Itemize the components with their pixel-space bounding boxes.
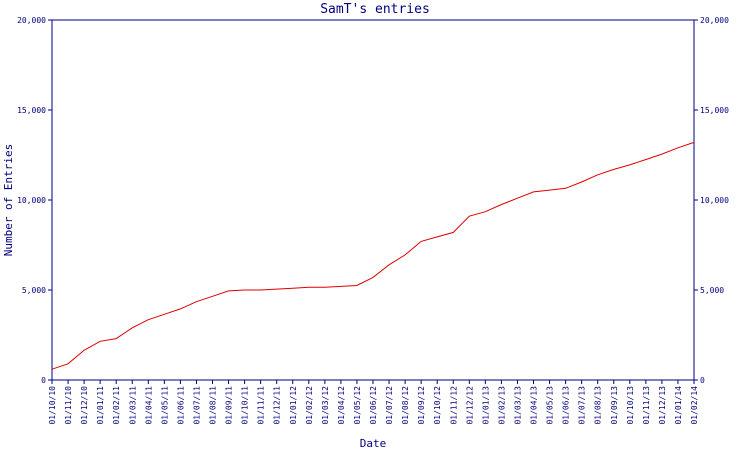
y-tick-label-right: 5,000 (700, 286, 724, 295)
x-tick-label: 01/02/12 (305, 386, 314, 425)
y-axis-left: 0 5,000 10,000 15,000 20,000 (17, 16, 52, 385)
y-tick-label-left: 0 (41, 376, 46, 385)
x-tick-label: 01/10/13 (626, 386, 635, 425)
x-tick-label: 01/04/11 (144, 386, 153, 425)
x-tick-label: 01/01/13 (481, 386, 490, 425)
chart-title: SamT's entries (320, 2, 430, 17)
x-tick-label: 01/09/12 (417, 386, 426, 425)
y-tick-label-right: 0 (700, 376, 705, 385)
x-tick-label: 01/12/13 (658, 386, 667, 425)
x-tick-label: 01/01/11 (96, 386, 105, 425)
x-tick-label: 01/07/12 (385, 386, 394, 425)
x-tick-label: 01/09/11 (225, 386, 234, 425)
x-tick-label: 01/12/10 (80, 386, 89, 425)
x-tick-label: 01/08/13 (594, 386, 603, 425)
x-tick-label: 01/11/11 (257, 386, 266, 425)
x-axis-label: Date (360, 437, 387, 450)
x-tick-label: 01/02/14 (690, 386, 699, 425)
x-tick-label: 01/09/13 (610, 386, 619, 425)
y-tick-label-left: 20,000 (17, 16, 46, 25)
series-group (51, 141, 695, 370)
x-tick-label: 01/08/11 (209, 386, 218, 425)
x-tick-label: 01/03/12 (321, 386, 330, 425)
x-tick-label: 01/03/13 (513, 386, 522, 425)
x-tick-label: 01/02/11 (112, 386, 121, 425)
x-tick-label: 01/07/11 (192, 386, 201, 425)
x-axis: 01/10/10 01/11/10 01/12/10 01/01/11 01/02/11… (48, 380, 699, 425)
x-tick-label: 01/04/12 (337, 386, 346, 425)
y-tick-label-left: 10,000 (17, 196, 46, 205)
x-tick-label: 01/08/12 (401, 386, 410, 425)
y-tick-label-right: 20,000 (700, 16, 729, 25)
x-tick-label: 01/10/11 (241, 386, 250, 425)
x-tick-label: 01/01/12 (289, 386, 298, 425)
x-tick-label: 01/11/13 (642, 386, 651, 425)
series-line (51, 141, 695, 370)
y-tick-label-right: 10,000 (700, 196, 729, 205)
y-tick-label-left: 5,000 (22, 286, 46, 295)
x-tick-label: 01/03/11 (128, 386, 137, 425)
x-tick-label: 01/11/10 (64, 386, 73, 425)
x-tick-label: 01/06/13 (562, 386, 571, 425)
y-tick-label-right: 15,000 (700, 106, 729, 115)
x-tick-label: 01/06/12 (369, 386, 378, 425)
y-axis-label: Number of Entries (2, 144, 15, 257)
x-tick-label: 01/05/12 (353, 386, 362, 425)
y-axis-right: 0 5,000 10,000 15,000 20,000 (694, 16, 729, 385)
x-tick-label: 01/07/13 (578, 386, 587, 425)
x-tick-label: 01/12/12 (465, 386, 474, 425)
x-tick-label: 01/04/13 (530, 386, 539, 425)
x-tick-label: 01/05/11 (160, 386, 169, 425)
plot-area-frame (51, 19, 695, 381)
x-tick-label: 01/05/13 (546, 386, 555, 425)
x-tick-label: 01/11/12 (449, 386, 458, 425)
x-tick-label: 01/10/12 (433, 386, 442, 425)
x-tick-label: 01/02/13 (497, 386, 506, 425)
x-tick-label: 01/06/11 (176, 386, 185, 425)
y-tick-label-left: 15,000 (17, 106, 46, 115)
x-tick-label: 01/01/14 (674, 386, 683, 425)
x-tick-label: 01/10/10 (48, 386, 57, 425)
x-tick-label: 01/12/11 (273, 386, 282, 425)
